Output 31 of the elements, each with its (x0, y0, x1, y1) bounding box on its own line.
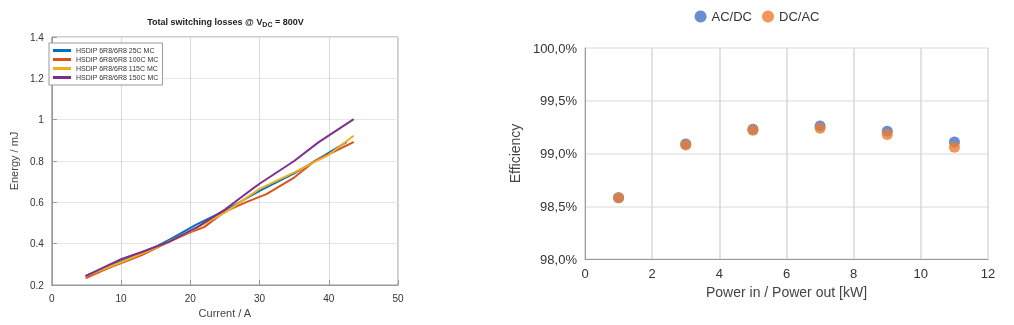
x-tick-label: 40 (323, 292, 335, 304)
x-tick-label: 2 (648, 266, 656, 281)
x-axis-title: Current / A (198, 307, 252, 320)
y-tick-label: 0.2 (29, 279, 45, 291)
y-tick-label: 1.4 (29, 31, 45, 43)
x-tick-label: 20 (184, 292, 197, 304)
legend-label: DC/AC (779, 9, 820, 24)
x-axis-title: Power in / Power out [kW] (705, 284, 868, 300)
y-tick-label: 0.6 (29, 196, 45, 208)
x-tick-label: 30 (253, 292, 266, 304)
x-tick-label: 10 (913, 266, 929, 281)
x-tick-label: 8 (850, 266, 858, 281)
y-tick-label: 99,0% (540, 146, 578, 161)
y-tick-label: 98,0% (540, 251, 578, 267)
y-axis-title: Efficiency (507, 123, 523, 184)
x-tick-label: 4 (715, 266, 723, 281)
y-tick-label: 1.2 (29, 72, 45, 84)
y-tick-label: 0.8 (29, 155, 45, 167)
x-tick-label: 50 (392, 292, 404, 304)
x-tick-label: 0 (49, 292, 56, 304)
y-tick-label: 1 (38, 114, 45, 126)
x-tick-label: 12 (980, 266, 996, 281)
y-tick-label: 98,5% (540, 198, 578, 214)
y-tick-label: 100,0% (532, 40, 578, 56)
y-tick-label: 99,5% (540, 93, 578, 109)
x-tick-label: 10 (115, 292, 128, 304)
x-tick-label: 0 (581, 266, 589, 281)
y-tick-label: 0.4 (29, 238, 45, 250)
y-axis-title: Energy / mJ (7, 131, 20, 191)
legend-label: AC/DC (711, 9, 753, 24)
x-tick-label: 6 (782, 266, 791, 281)
